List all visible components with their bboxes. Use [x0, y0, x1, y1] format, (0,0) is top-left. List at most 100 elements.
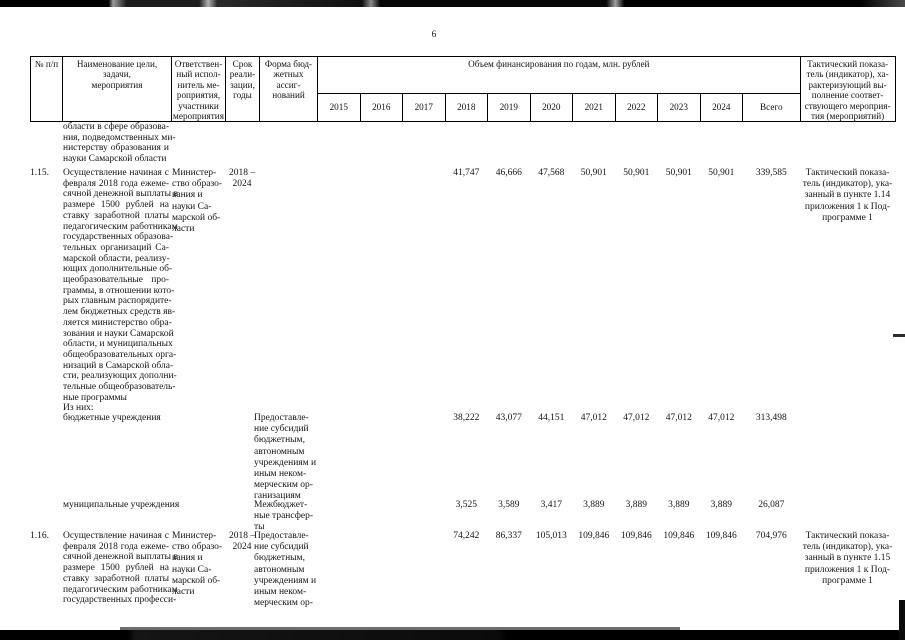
- value-2020: 44,151: [538, 413, 565, 423]
- budget-form-cell: Предоставле-ние субсидий бюджетным, автоно…: [254, 413, 317, 502]
- measure-text-line: науки Самарской области: [63, 154, 167, 165]
- value-total: 339,585: [755, 168, 787, 178]
- measure-text-line: Осуществление начиная с: [63, 168, 169, 178]
- scan-artifact-bottom: [0, 630, 905, 640]
- col-header-name: Наименование цели, задачи, мероприятия: [62, 55, 172, 123]
- measure-text-line: государственных професси-: [63, 595, 177, 606]
- value-total: 26,087: [758, 500, 785, 510]
- value-total: 313,498: [755, 413, 787, 423]
- measure-name-cell: области в сфере образова-ния, подведомст…: [63, 122, 176, 165]
- value-2018: 74,242: [453, 531, 480, 541]
- col-header-term: Срок реали-зации, годы: [225, 55, 260, 123]
- value-2023: 50,901: [665, 168, 692, 178]
- measure-text-line: лем бюджетных средств яв-: [63, 307, 176, 318]
- measure-text-line: тельных организаций Са-: [63, 242, 169, 253]
- measure-name-cell: бюджетные учреждения: [63, 413, 169, 424]
- value-2023: 47,012: [665, 413, 692, 423]
- measure-text-line: педагогическим работникам: [63, 221, 178, 232]
- value-2021: 50,901: [580, 168, 607, 178]
- measure-text-line: ставку заработной платы: [63, 573, 169, 584]
- term-cell: 2018 –2024: [228, 531, 256, 553]
- year-header-row: 2015 2016 2017 2018 2019 2020 2021 2022 2023 2024…: [31, 92, 896, 123]
- measure-text-line: ющих дополнительные об-: [63, 264, 173, 275]
- year-header-2015: 2015: [317, 92, 361, 123]
- col-header-responsible: Ответствен-ный испол-нитель ме-роприятия…: [171, 55, 226, 123]
- year-header-2017: 2017: [402, 92, 446, 123]
- measure-text-line: рых главным распорядите-: [63, 296, 172, 307]
- value-2019: 43,077: [495, 413, 522, 423]
- total-header: Всего: [742, 92, 801, 123]
- col-header-indicator: Тактический показа-тель (индикатор), ха-…: [799, 55, 896, 123]
- year-header-2023: 2023: [657, 92, 701, 123]
- value-2024: 109,846: [705, 531, 737, 541]
- year-header-2024: 2024: [699, 92, 743, 123]
- row-number: 1.15.: [30, 168, 49, 178]
- value-2022: 3,889: [625, 500, 647, 510]
- indicator-cell: Тактический показа-тель (индикатор), ука…: [802, 531, 893, 586]
- measure-name-cell: муниципальные учреждения: [63, 500, 179, 511]
- scan-artifact-bottom-fragment: [120, 627, 680, 630]
- year-header-2016: 2016: [359, 92, 403, 123]
- measure-text-line: ставку заработной платы: [63, 210, 169, 221]
- measure-text-line: щеобразовательные про-: [63, 275, 169, 286]
- measure-text-line: сячной денежной выплаты в: [63, 552, 178, 563]
- col-header-budget-form: Форма бюд-жетных ассиг-нований: [259, 55, 318, 123]
- value-2019: 3,589: [498, 500, 520, 510]
- value-2021: 3,889: [583, 500, 605, 510]
- financing-table-header: № п/п Наименование цели, задачи, мероприя…: [30, 55, 896, 123]
- measure-text-line: зования и науки Самарской: [63, 328, 174, 339]
- budget-form-cell: Предоставле-ние субсидий бюджетным, автоно…: [254, 531, 317, 609]
- measure-text-line: Осуществление начиная с: [63, 531, 169, 541]
- measure-text-line: сти, реализующих дополни-: [63, 371, 177, 382]
- measure-text-line: тельные общеобразователь-: [63, 382, 176, 393]
- measure-text-line: ные программы: [63, 392, 127, 403]
- measure-text-line: педагогическим работникам: [63, 584, 178, 595]
- col-header-number: № п/п: [30, 55, 63, 123]
- value-2019: 46,666: [495, 168, 522, 178]
- value-total: 704,976: [755, 531, 787, 541]
- value-2024: 47,012: [708, 413, 735, 423]
- row-number: 1.16.: [30, 531, 49, 541]
- measure-text-line: Из них:: [63, 403, 94, 414]
- measure-name-cell: Осуществление начиная с февраля 2018 года…: [63, 531, 178, 606]
- value-2018: 3,525: [455, 500, 477, 510]
- value-2019: 86,337: [495, 531, 522, 541]
- value-2023: 109,846: [663, 531, 695, 541]
- value-2018: 41,747: [453, 168, 480, 178]
- measure-text-line: февраля 2018 года ежеме-: [63, 178, 169, 189]
- year-header-2022: 2022: [614, 92, 658, 123]
- value-2022: 109,846: [620, 531, 652, 541]
- responsible-cell: Министер-ство образо-вания и науки Са-мар…: [172, 168, 223, 235]
- measure-text-line: граммы, в отношении кото-: [63, 285, 175, 296]
- responsible-cell: Министер-ство образо-вания и науки Са-мар…: [172, 531, 223, 598]
- value-2023: 3,889: [668, 500, 690, 510]
- measure-text-line: бюджетные учреждения: [63, 413, 161, 423]
- year-header-2018: 2018: [444, 92, 488, 123]
- value-2020: 105,013: [535, 531, 567, 541]
- value-2021: 47,012: [580, 413, 607, 423]
- measure-text-line: области, и муниципальных: [63, 339, 173, 350]
- value-2020: 47,568: [538, 168, 565, 178]
- measure-text-line: общеобразовательных орга-: [63, 349, 177, 360]
- value-2022: 50,901: [623, 168, 650, 178]
- term-cell: 2018 –2024: [228, 168, 256, 190]
- year-header-2020: 2020: [529, 92, 573, 123]
- measure-text-line: размере 1500 рублей на: [63, 563, 169, 574]
- scan-artifact-top: [0, 0, 905, 7]
- measure-text-line: сячной денежной выплаты в: [63, 189, 178, 200]
- measure-text-line: области в сфере образова-: [63, 122, 169, 132]
- value-2020: 3,417: [540, 500, 562, 510]
- value-2022: 47,012: [623, 413, 650, 423]
- year-header-2019: 2019: [487, 92, 531, 123]
- measure-text-line: марской области, реализу-: [63, 253, 170, 264]
- scan-artifact-corner: [899, 600, 905, 640]
- year-header-2021: 2021: [572, 92, 616, 123]
- indicator-cell: Тактический показа-тель (индикатор), ука…: [802, 168, 893, 223]
- page-number: 6: [431, 30, 437, 40]
- measure-text-line: нистерству образования и: [63, 143, 169, 154]
- value-2018: 38,222: [453, 413, 480, 423]
- measure-text-line: ляется министерство обра-: [63, 317, 172, 328]
- value-2024: 50,901: [708, 168, 735, 178]
- col-header-financing-group: Объем финансирования по годам, млн. рубл…: [317, 56, 801, 94]
